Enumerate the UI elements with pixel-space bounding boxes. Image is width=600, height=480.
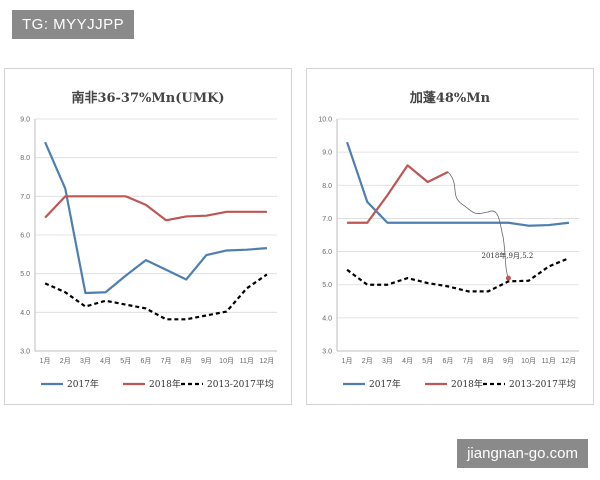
- series-average-legend-label: 2013-2017平均: [509, 378, 576, 390]
- x-tick-label: 10月: [521, 357, 536, 365]
- series-2017-line: [346, 141, 570, 227]
- annotation-label: 2018年,9月,5.2: [481, 251, 533, 260]
- x-tick-label: 8月: [483, 357, 494, 365]
- series-2017-legend-label: 2017年: [67, 378, 99, 390]
- y-tick-label: 4.0: [322, 315, 332, 322]
- series-average-legend-label: 2013-2017平均: [207, 378, 274, 390]
- y-tick-label: 5.0: [20, 271, 30, 278]
- series-2017-line: [44, 141, 268, 295]
- x-tick-label: 8月: [181, 357, 192, 365]
- y-tick-label: 7.0: [322, 216, 332, 223]
- y-tick-label: 3.0: [20, 349, 30, 356]
- x-tick-label: 3月: [382, 357, 393, 365]
- chart-panel-gabon: 加蓬48%Mn 3.0 4.0 5.0 6.0 7.0 8.0 9.0 10.0 1月 2月 3月 4…: [306, 68, 594, 405]
- annotation-curve: [447, 171, 509, 279]
- chart-title: 南非36-37%Mn(UMK): [71, 91, 225, 106]
- y-tick-label: 9.0: [20, 117, 30, 124]
- y-tick-label: 8.0: [322, 183, 332, 190]
- x-tick-label: 9月: [201, 357, 212, 365]
- series-2018-legend-label: 2018年: [149, 378, 181, 390]
- x-tick-label: 3月: [80, 357, 91, 365]
- top-watermark: TG: MYYJJPP: [12, 10, 135, 39]
- x-tick-label: 2月: [60, 357, 71, 365]
- chart-panel-south-africa: 南非36-37%Mn(UMK) 3.0 4.0 5.0 6.0 7.0 8.0 9.0 1月 2…: [4, 68, 292, 405]
- x-tick-label: 9月: [503, 357, 514, 365]
- chart-svg-gabon: 3.0 4.0 5.0 6.0 7.0 8.0 9.0 10.0 1月 2月 3月 4月 5月 6月 7月 8…: [318, 117, 579, 390]
- y-tick-label: 6.0: [322, 249, 332, 256]
- x-tick-label: 1月: [40, 357, 51, 365]
- x-tick-label: 5月: [120, 357, 131, 365]
- x-tick-label: 11月: [542, 357, 556, 365]
- chart-title: 加蓬48%Mn: [409, 91, 491, 106]
- series-2018-legend-label: 2018年: [451, 378, 483, 390]
- y-tick-label: 5.0: [322, 282, 332, 289]
- y-tick-label: 8.0: [20, 155, 30, 162]
- y-tick-label: 3.0: [322, 349, 332, 356]
- y-tick-label: 10.0: [318, 117, 332, 124]
- x-tick-label: 11月: [240, 357, 254, 365]
- y-tick-label: 6.0: [20, 233, 30, 240]
- series-2018-line: [347, 164, 449, 224]
- series-2018-line: [44, 195, 267, 222]
- chart-svg-south-africa: 3.0 4.0 5.0 6.0 7.0 8.0 9.0 1月 2月 3月 4月 5月 6月 7月 8月 9月 1…: [20, 117, 277, 390]
- bottom-watermark: jiangnan-go.com: [457, 439, 588, 468]
- x-tick-label: 2月: [362, 357, 373, 365]
- y-tick-label: 9.0: [322, 150, 332, 157]
- x-tick-label: 6月: [442, 357, 453, 365]
- x-tick-label: 7月: [161, 357, 172, 365]
- series-2017-legend-label: 2017年: [369, 378, 401, 390]
- x-tick-label: 1月: [342, 357, 353, 365]
- x-tick-label: 4月: [402, 357, 413, 365]
- y-tick-label: 4.0: [20, 310, 30, 317]
- x-tick-label: 12月: [562, 357, 577, 365]
- x-tick-label: 4月: [100, 357, 111, 365]
- x-tick-label: 12月: [260, 357, 275, 365]
- series-average-line: [44, 273, 268, 321]
- annotation-marker: [505, 275, 511, 281]
- series-average-line: [346, 257, 570, 293]
- x-tick-label: 10月: [219, 357, 234, 365]
- x-tick-label: 5月: [422, 357, 433, 365]
- y-tick-label: 7.0: [20, 194, 30, 201]
- x-tick-label: 7月: [463, 357, 474, 365]
- x-tick-label: 6月: [140, 357, 151, 365]
